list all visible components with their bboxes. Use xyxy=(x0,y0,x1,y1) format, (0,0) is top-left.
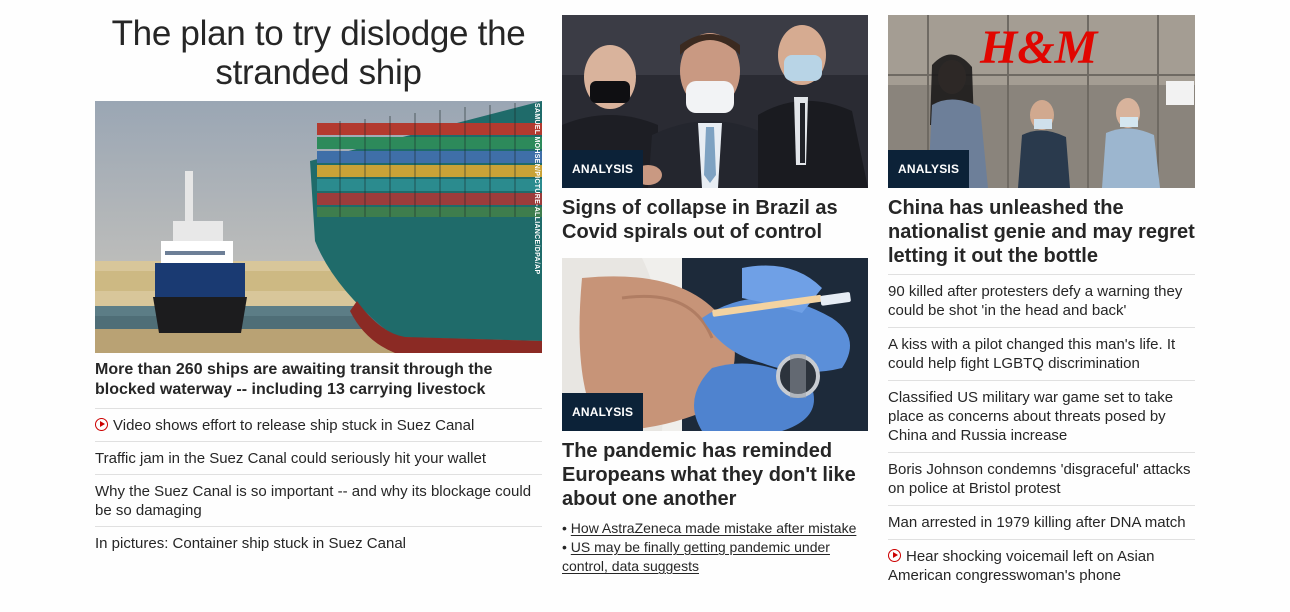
link-text: A kiss with a pilot changed this man's l… xyxy=(888,336,1176,372)
list-item[interactable]: 90 killed after protesters defy a warnin… xyxy=(888,274,1195,327)
list-item[interactable]: Video shows effort to release ship stuck… xyxy=(95,408,542,441)
link-text: Classified US military war game set to t… xyxy=(888,389,1174,444)
container-ship-picture xyxy=(95,101,542,353)
world-links: 90 killed after protesters defy a warnin… xyxy=(888,274,1195,592)
suez-zone: The plan to try dislodge the stranded sh… xyxy=(95,0,542,559)
list-item[interactable]: Man arrested in 1979 killing after DNA m… xyxy=(888,505,1195,539)
ship-headline[interactable]: More than 260 ships are awaiting transit… xyxy=(95,361,493,398)
brazil-image[interactable]: ANALYSIS xyxy=(562,15,868,188)
ship-image[interactable]: SAMUEL MOHSEN/PICTURE-ALLIANCE/DPA/AP xyxy=(95,101,542,353)
suez-links: Video shows effort to release ship stuck… xyxy=(95,408,542,559)
link-text: Boris Johnson condemns 'disgraceful' att… xyxy=(888,461,1191,497)
sublink-item[interactable]: • How AstraZeneca made mistake after mis… xyxy=(562,520,857,536)
pandemic-headline[interactable]: The pandemic has reminded Europeans what… xyxy=(562,440,856,510)
china-image[interactable]: H&M ANALYSIS xyxy=(888,15,1195,188)
play-icon xyxy=(95,418,108,431)
list-item[interactable]: Why the Suez Canal is so important -- an… xyxy=(95,474,542,526)
list-item[interactable]: Boris Johnson condemns 'disgraceful' att… xyxy=(888,452,1195,505)
list-item[interactable]: Hear shocking voicemail left on Asian Am… xyxy=(888,539,1195,592)
sublink-text: US may be finally getting pandemic under… xyxy=(562,539,830,574)
play-icon xyxy=(888,549,901,562)
sublink-text: How AstraZeneca made mistake after mista… xyxy=(570,520,857,536)
link-text: 90 killed after protesters defy a warnin… xyxy=(888,283,1183,319)
list-item[interactable]: A kiss with a pilot changed this man's l… xyxy=(888,327,1195,380)
link-text: Hear shocking voicemail left on Asian Am… xyxy=(888,548,1155,584)
covid-zone: ANALYSIS Signs of collapse in Brazil as … xyxy=(562,0,868,576)
list-item[interactable]: Traffic jam in the Suez Canal could seri… xyxy=(95,441,542,474)
brazil-officials-picture xyxy=(562,15,868,188)
analysis-badge: ANALYSIS xyxy=(562,393,644,431)
link-text: Traffic jam in the Suez Canal could seri… xyxy=(95,450,487,467)
analysis-badge: ANALYSIS xyxy=(888,150,970,188)
china-headline[interactable]: China has unleashed the nationalist geni… xyxy=(888,197,1195,267)
pandemic-sublinks: • How AstraZeneca made mistake after mis… xyxy=(562,519,868,576)
list-item[interactable]: Classified US military war game set to t… xyxy=(888,380,1195,452)
link-text: In pictures: Container ship stuck in Sue… xyxy=(95,535,406,552)
sublink-item[interactable]: • US may be finally getting pandemic und… xyxy=(562,539,830,574)
section-title[interactable]: The plan to try dislodge the stranded sh… xyxy=(111,14,526,92)
list-item[interactable]: In pictures: Container ship stuck in Sue… xyxy=(95,526,542,559)
analysis-badge: ANALYSIS xyxy=(562,150,644,188)
vaccine-image[interactable]: ANALYSIS xyxy=(562,258,868,431)
image-credit: SAMUEL MOHSEN/PICTURE-ALLIANCE/DPA/AP xyxy=(533,103,540,275)
brazil-headline[interactable]: Signs of collapse in Brazil as Covid spi… xyxy=(562,197,838,243)
store-sign: H&M xyxy=(979,21,1100,74)
link-text: Why the Suez Canal is so important -- an… xyxy=(95,483,532,519)
world-zone: H&M ANALYSIS China has unleashed the nat… xyxy=(888,0,1195,592)
link-text: Video shows effort to release ship stuck… xyxy=(113,417,475,434)
link-text: Man arrested in 1979 killing after DNA m… xyxy=(888,514,1186,531)
